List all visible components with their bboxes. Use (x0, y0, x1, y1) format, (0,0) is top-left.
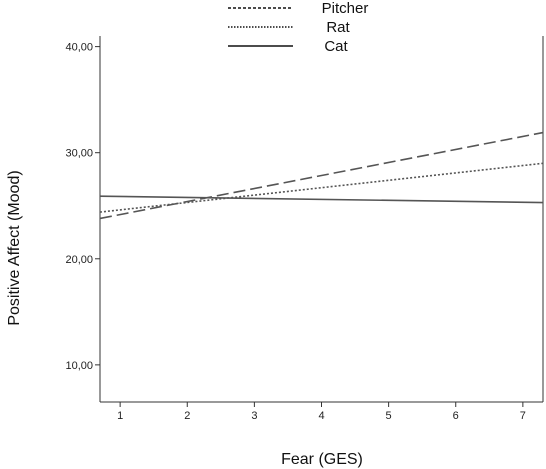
x-tick-label: 1 (117, 410, 123, 422)
legend-label-pitcher: Pitcher (322, 0, 369, 17)
legend-label-rat: Rat (326, 19, 350, 36)
series-line-cat (99, 195, 544, 204)
x-tick-label: 5 (386, 410, 392, 422)
plot-axes (95, 36, 544, 407)
x-axis-title: Fear (GES) (281, 451, 363, 468)
series-lines (99, 131, 544, 220)
y-tick-label: 40,00 (65, 42, 93, 54)
y-tick-label: 30,00 (65, 148, 93, 160)
series-line-rat (99, 162, 544, 213)
x-tick-label: 7 (520, 410, 526, 422)
y-tick-label: 20,00 (65, 254, 93, 266)
legend-label-cat: Cat (324, 38, 348, 55)
x-tick-label: 6 (453, 410, 459, 422)
y-tick-label: 10,00 (65, 360, 93, 372)
x-tick-label: 4 (318, 410, 324, 422)
y-axis-title: Positive Affect (Mood) (6, 170, 23, 325)
y-tick-labels: 10,00 20,00 30,00 40,00 (65, 42, 93, 372)
x-tick-label: 3 (251, 410, 257, 422)
x-tick-labels: 1 2 3 4 5 6 7 (117, 410, 526, 422)
legend: Pitcher Rat Cat (228, 0, 368, 55)
x-tick-label: 2 (184, 410, 190, 422)
series-line-pitcher (99, 131, 544, 220)
